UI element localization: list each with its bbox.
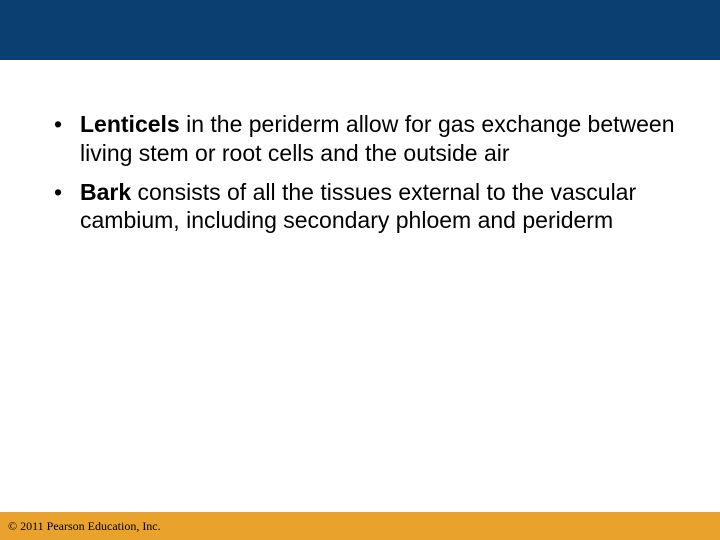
- footer-bar: © 2011 Pearson Education, Inc.: [0, 512, 720, 540]
- slide-content: Lenticels in the periderm allow for gas …: [0, 60, 720, 235]
- list-item: Lenticels in the periderm allow for gas …: [40, 110, 680, 168]
- copyright-text: © 2011 Pearson Education, Inc.: [8, 519, 161, 534]
- bullet-list: Lenticels in the periderm allow for gas …: [40, 110, 680, 235]
- bullet-text: consists of all the tissues external to …: [80, 179, 636, 234]
- term: Bark: [80, 179, 131, 205]
- term: Lenticels: [80, 111, 180, 137]
- list-item: Bark consists of all the tissues externa…: [40, 178, 680, 236]
- header-bar: [0, 0, 720, 60]
